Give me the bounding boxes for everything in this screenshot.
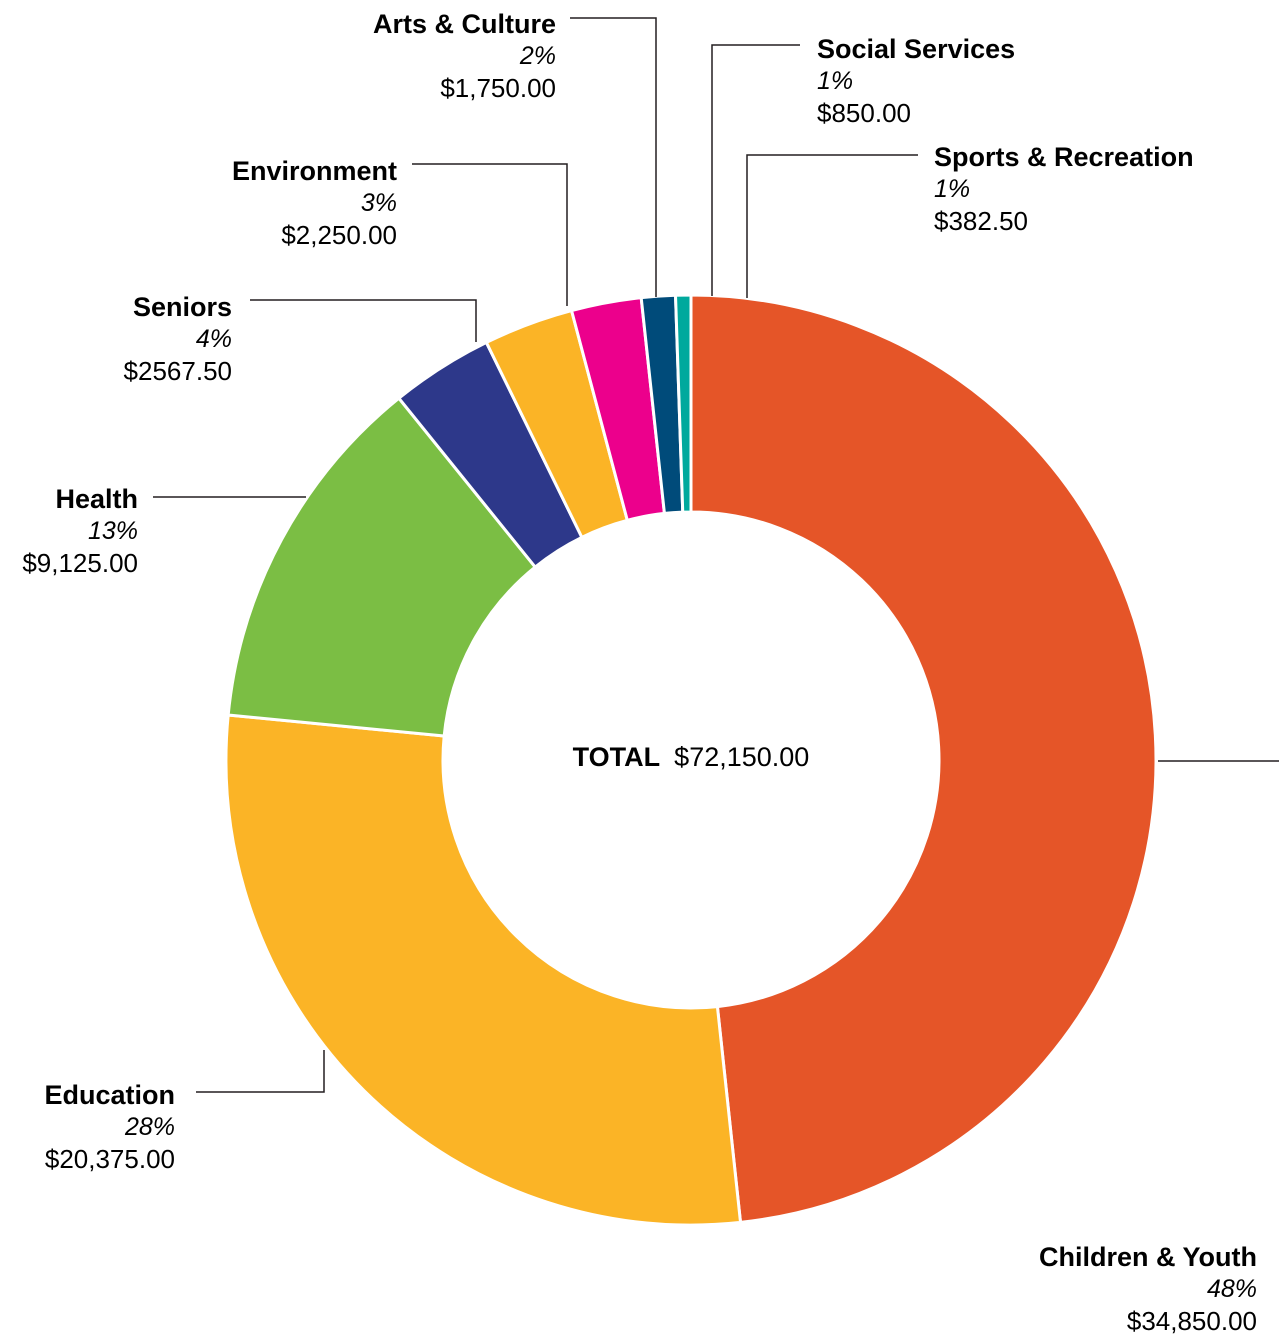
donut-slices [224,293,1158,1227]
label-amount: $2,250.00 [281,220,397,250]
slice-labels: Children & Youth 48% $34,850.00 Education 28… [22,9,1257,1334]
label-name: Sports & Recreation [934,142,1194,172]
total-key: TOTAL [573,742,661,772]
leader-sports-and-recreation [746,154,918,298]
leader-education [196,1050,325,1093]
label-name: Seniors [133,292,232,322]
total-label: TOTAL $72,150.00 [573,742,810,772]
label-amount: $20,375.00 [45,1144,175,1174]
label-name: Education [44,1080,175,1110]
label-seniors: Seniors 4% $2567.50 [124,292,232,386]
label-percent: 48% [1207,1275,1257,1303]
slice-health [226,396,538,738]
label-percent: 1% [934,175,970,203]
label-amount: $382.50 [934,206,1028,236]
label-amount: $34,850.00 [1127,1306,1257,1334]
label-education: Education 28% $20,375.00 [44,1080,175,1174]
label-health: Health 13% $9,125.00 [22,484,138,578]
label-environment: Environment 3% $2,250.00 [232,156,397,250]
slice-children-and-youth [689,293,1158,1225]
label-percent: 3% [361,189,397,217]
slice-sports-and-recreation [673,293,693,514]
label-amount: $9,125.00 [22,548,138,578]
label-percent: 13% [88,517,138,545]
label-amount: $2567.50 [124,356,232,386]
label-percent: 4% [196,325,232,353]
label-name: Arts & Culture [373,9,556,39]
label-sports-and-recreation: Sports & Recreation 1% $382.50 [934,142,1194,236]
label-percent: 1% [817,67,853,95]
label-name: Children & Youth [1039,1242,1257,1272]
label-social-services: Social Services 1% $850.00 [817,34,1015,128]
label-percent: 2% [519,42,556,70]
label-amount: $1,750.00 [440,73,556,103]
leader-seniors [250,299,477,342]
label-percent: 28% [124,1113,175,1141]
label-children-and-youth: Children & Youth 48% $34,850.00 [1039,1242,1257,1334]
leader-lines [153,17,1279,1093]
leader-arts-and-culture [570,17,657,297]
leader-environment [412,163,568,306]
label-name: Environment [232,156,397,186]
total-value: $72,150.00 [674,742,809,772]
label-arts-and-culture: Arts & Culture 2% $1,750.00 [373,9,556,103]
label-amount: $850.00 [817,98,911,128]
slice-education [224,713,743,1227]
label-name: Health [55,484,138,514]
leader-social-services [711,44,800,296]
label-name: Social Services [817,34,1015,64]
